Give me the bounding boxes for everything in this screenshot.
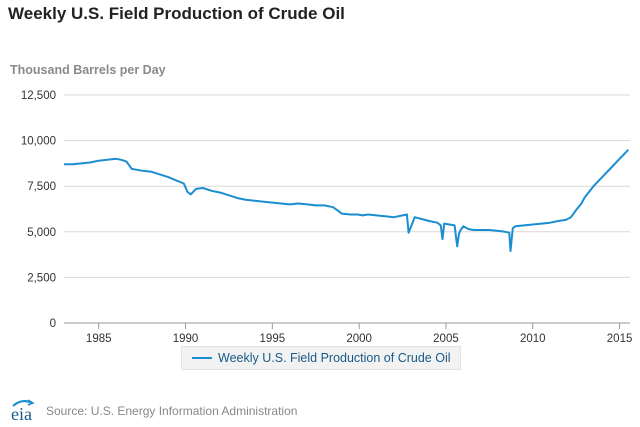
y-tick-label-5000: 5,000	[27, 227, 56, 239]
x-tick-label-2015: 2015	[607, 333, 633, 345]
svg-text:eia: eia	[11, 404, 32, 423]
eia-logo: eia	[11, 399, 35, 423]
y-tick-label-2500: 2,500	[27, 272, 56, 284]
series-line-0	[64, 149, 630, 252]
x-tick-label-2000: 2000	[346, 333, 372, 345]
legend[interactable]: Weekly U.S. Field Production of Crude Oi…	[181, 346, 461, 370]
x-tick-label-2005: 2005	[433, 333, 459, 345]
source-note: Source: U.S. Energy Information Administ…	[46, 404, 298, 418]
legend-label: Weekly U.S. Field Production of Crude Oi…	[218, 351, 451, 365]
y-axis-unit-label: Thousand Barrels per Day	[10, 63, 166, 77]
y-tick-label-0: 0	[50, 318, 56, 330]
grid-lines	[64, 94, 630, 324]
y-tick-label-12500: 12,500	[21, 90, 56, 102]
x-tick-label-1990: 1990	[173, 333, 199, 345]
legend-swatch	[192, 357, 212, 359]
y-axis-ticks: 0 2,500 5,000 7,500 10,000 12,500	[21, 90, 56, 330]
x-tick-label-1985: 1985	[86, 333, 112, 345]
chart-title: Weekly U.S. Field Production of Crude Oi…	[8, 4, 345, 23]
x-tick-label-1995: 1995	[260, 333, 286, 345]
x-tick-label-2010: 2010	[520, 333, 546, 345]
series-layer	[64, 149, 630, 252]
line-chart: 0 2,500 5,000 7,500 10,000 12,500 1985 1990 199…	[21, 90, 633, 345]
x-axis-ticks: 1985 1990 1995 2000 2005 2010 2015	[86, 323, 632, 345]
y-tick-label-10000: 10,000	[21, 136, 56, 148]
y-tick-label-7500: 7,500	[27, 181, 56, 193]
